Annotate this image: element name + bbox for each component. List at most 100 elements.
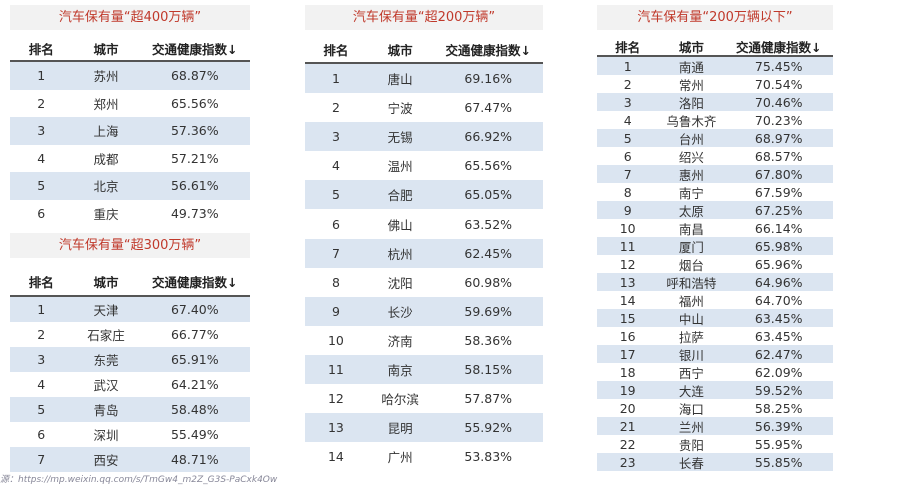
cell: 广州	[387, 450, 413, 466]
table-row: 7 杭州 62.45%	[305, 238, 543, 268]
cell: 67.40%	[170, 302, 219, 317]
cell: 北京	[93, 179, 119, 195]
cell: 南京	[387, 362, 413, 378]
cell: 佛山	[387, 217, 413, 233]
cell: 成都	[93, 151, 119, 167]
cell: 67.25%	[754, 203, 803, 218]
cell: 60.98%	[464, 274, 513, 290]
cell: 绍兴	[678, 150, 704, 165]
cell: 14	[619, 293, 636, 308]
cell: 3	[37, 352, 46, 367]
cell: 南昌	[678, 222, 704, 237]
cell: 南通	[678, 60, 704, 75]
header-cell: 交通健康指数↓	[735, 40, 822, 55]
cell: 70.23%	[754, 113, 803, 128]
cell: 武汉	[93, 378, 119, 393]
header-row: 排名 城市 交通健康指数↓	[597, 37, 833, 57]
cell: 67.47%	[464, 100, 513, 116]
cell: 65.96%	[754, 257, 803, 272]
cell: 64.21%	[170, 377, 219, 392]
cell: 2	[331, 100, 340, 116]
header-cell: 城市	[93, 42, 119, 57]
cell: 贵阳	[678, 438, 704, 453]
table-row: 4 武汉 64.21%	[10, 372, 250, 397]
cell: 62.09%	[754, 365, 803, 380]
cell: 5	[37, 178, 46, 194]
cell: 合肥	[387, 188, 413, 204]
cell: 67.80%	[754, 167, 803, 182]
cell: 3	[623, 95, 632, 110]
cell: 14	[327, 449, 344, 465]
cell: 大连	[678, 384, 704, 399]
cell: 7	[331, 245, 340, 261]
cell: 62.45%	[464, 245, 513, 261]
table-row: 8 南宁 67.59%	[597, 183, 833, 201]
cell: 重庆	[93, 206, 119, 222]
cell: 5	[331, 187, 340, 203]
cell: 温州	[387, 159, 413, 175]
cell: 65.05%	[464, 187, 513, 203]
cell: 69.16%	[464, 71, 513, 87]
cell: 5	[623, 131, 632, 146]
cell: 4	[37, 150, 46, 166]
cell: 4	[37, 377, 46, 392]
table-row: 6 深圳 55.49%	[10, 422, 250, 447]
cell: 13	[619, 275, 636, 290]
table-row: 8 沈阳 60.98%	[305, 268, 543, 297]
cell: 石家庄	[87, 328, 125, 343]
cell: 65.56%	[170, 95, 219, 111]
header-cell: 城市	[387, 43, 413, 58]
cell: 天津	[93, 303, 119, 318]
table-row: 10 济南 58.36%	[305, 326, 543, 355]
cell: 66.14%	[754, 221, 803, 236]
cell: 57.21%	[170, 150, 219, 166]
cell: 昆明	[387, 421, 413, 437]
cell: 中山	[678, 312, 704, 327]
table-row: 1 唐山 69.16%	[305, 64, 543, 94]
cell: 厦门	[678, 240, 704, 255]
cell: 青岛	[93, 403, 119, 418]
table-row: 22 贵阳 55.95%	[597, 435, 833, 453]
table-row: 5 合肥 65.05%	[305, 180, 543, 210]
cell: 70.46%	[754, 95, 803, 110]
cell: 15	[619, 311, 636, 326]
cell: 17	[619, 347, 636, 362]
cell: 63.45%	[754, 329, 803, 344]
table-row: 2 石家庄 66.77%	[10, 322, 250, 347]
cell: 11	[619, 239, 636, 254]
table-row: 6 佛山 63.52%	[305, 209, 543, 238]
cell: 56.61%	[170, 178, 219, 194]
table-row: 9 太原 67.25%	[597, 201, 833, 219]
table: 汽车保有量“超300万辆” 排名 城市 交通健康指数↓ 1 天津 67.40% 2 石家庄 66.…	[10, 233, 250, 472]
cell: 1	[37, 68, 46, 84]
header-cell: 排名	[28, 275, 54, 290]
header-cell: 交通健康指数↓	[445, 43, 531, 58]
cell: 57.87%	[464, 391, 513, 407]
cell: 65.98%	[754, 239, 803, 254]
cell: 2	[37, 327, 46, 342]
cell: 苏州	[93, 69, 119, 85]
table-title: 汽车保有量“超400万辆”	[10, 5, 250, 30]
table-row: 2 常州 70.54%	[597, 75, 833, 93]
table-row: 3 上海 57.36%	[10, 117, 250, 145]
table-row: 1 南通 75.45%	[597, 57, 833, 75]
cell: 南宁	[678, 186, 704, 201]
table-row: 18 西宁 62.09%	[597, 363, 833, 381]
cell: 西宁	[678, 366, 704, 381]
cell: 5	[37, 402, 46, 417]
header-cell: 排名	[28, 42, 54, 57]
cell: 福州	[678, 294, 704, 309]
cell: 无锡	[387, 130, 413, 146]
cell: 3	[37, 123, 46, 139]
cell: 63.45%	[754, 311, 803, 326]
table-row: 2 宁波 67.47%	[305, 93, 543, 122]
cell: 11	[327, 361, 344, 377]
cell: 23	[619, 455, 636, 470]
cell: 1	[37, 302, 46, 317]
cell: 68.97%	[754, 131, 803, 146]
cell: 8	[331, 274, 340, 290]
cell: 宁波	[387, 101, 413, 117]
table-row: 21 兰州 56.39%	[597, 417, 833, 435]
table-row: 3 洛阳 70.46%	[597, 93, 833, 111]
